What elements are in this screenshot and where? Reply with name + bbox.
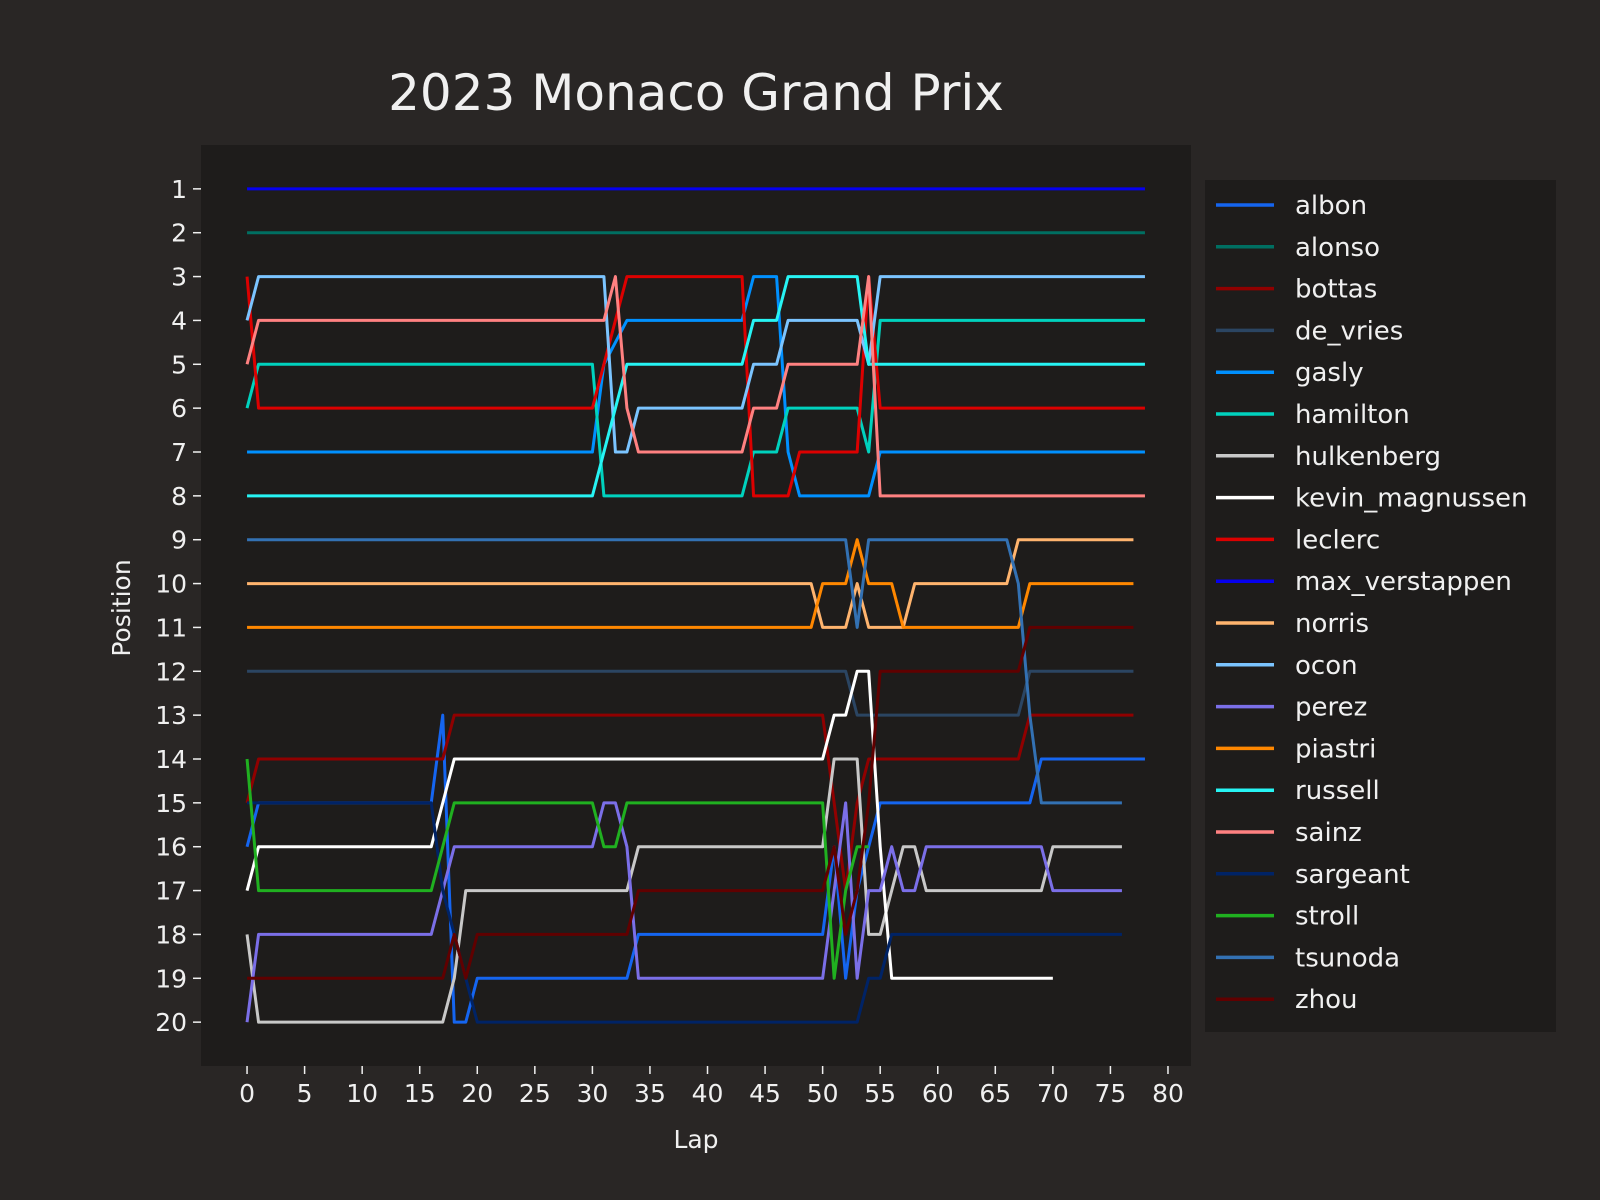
x-tick-label: 50: [807, 1079, 839, 1108]
y-tick-label: 14: [155, 745, 187, 774]
legend-label: gasly: [1295, 358, 1364, 388]
legend-label: norris: [1295, 609, 1369, 639]
series-line-zhou: [247, 625, 1134, 980]
legend-label: stroll: [1295, 902, 1359, 932]
y-tick-label: 13: [155, 701, 187, 730]
legend-label: sargeant: [1295, 860, 1410, 890]
legend-label: hulkenberg: [1295, 442, 1441, 472]
y-tick-label: 11: [155, 613, 187, 642]
y-tick-label: 4: [171, 306, 187, 335]
series-line-russell: [247, 275, 1145, 498]
legend-label: leclerc: [1295, 525, 1380, 555]
series-line-perez: [245, 801, 1122, 1023]
legend-label: zhou: [1295, 985, 1358, 1015]
x-tick-label: 75: [1095, 1079, 1127, 1108]
y-tick-label: 10: [155, 570, 187, 599]
series-line-hamilton: [245, 318, 1145, 498]
x-tick-label: 20: [461, 1079, 493, 1108]
plot-area: [201, 145, 1191, 1066]
y-tick-label: 9: [171, 526, 187, 555]
x-tick-label: 80: [1152, 1079, 1184, 1108]
series-line-albon: [245, 713, 1145, 1024]
y-tick-label: 2: [171, 219, 187, 248]
legend-label: sainz: [1295, 818, 1362, 848]
series-line-gasly: [247, 275, 1145, 498]
x-tick-label: 5: [297, 1079, 313, 1108]
x-tick-label: 0: [239, 1079, 255, 1108]
x-tick-label: 55: [864, 1079, 896, 1108]
series-line-kevin-magnussen: [245, 669, 1053, 980]
legend-label: alonso: [1295, 233, 1380, 263]
y-tick-label: 1: [171, 175, 187, 204]
y-tick-label: 19: [155, 964, 187, 993]
y-axis-label: Position: [107, 559, 136, 656]
legend-box: [1205, 180, 1556, 1032]
y-tick-label: 17: [155, 877, 187, 906]
y-tick-label: 18: [155, 920, 187, 949]
x-tick-label: 60: [922, 1079, 954, 1108]
legend-label: piastri: [1295, 734, 1376, 764]
legend-label: de_vries: [1295, 316, 1403, 346]
y-tick-label: 5: [171, 350, 187, 379]
y-tick-label: 16: [155, 833, 187, 862]
x-tick-label: 25: [519, 1079, 551, 1108]
series-line-tsunoda: [247, 538, 1122, 805]
legend-label: max_verstappen: [1295, 567, 1512, 597]
legend-label: bottas: [1295, 275, 1377, 305]
x-tick-label: 30: [576, 1079, 608, 1108]
series-line-hulkenberg: [245, 757, 1122, 1024]
x-axis-label: Lap: [673, 1125, 718, 1154]
legend-label: kevin_magnussen: [1295, 484, 1528, 514]
series-line-stroll: [245, 758, 869, 980]
series-line-sainz: [245, 275, 1145, 498]
legend-label: ocon: [1295, 651, 1358, 681]
legend-label: perez: [1295, 693, 1367, 723]
x-tick-label: 65: [979, 1079, 1011, 1108]
chart-title: 2023 Monaco Grand Prix: [388, 64, 1004, 122]
y-tick-label: 15: [155, 789, 187, 818]
x-tick-label: 70: [1037, 1079, 1069, 1108]
series-lines: [245, 187, 1145, 1024]
series-line-norris: [247, 538, 1134, 629]
x-tick-label: 10: [346, 1079, 378, 1108]
x-tick-label: 35: [634, 1079, 666, 1108]
y-tick-label: 7: [171, 438, 187, 467]
x-tick-label: 15: [404, 1079, 436, 1108]
y-tick-label: 6: [171, 394, 187, 423]
x-tick-label: 45: [749, 1079, 781, 1108]
legend-label: albon: [1295, 191, 1367, 221]
y-tick-label: 20: [155, 1008, 187, 1037]
y-tick-label: 12: [155, 657, 187, 686]
y-tick-label: 8: [171, 482, 187, 511]
x-axis: 0 5 10 15 20 25 30 35 40 45 50 55 60 65 70 75 80: [239, 1066, 1184, 1108]
legend-label: tsunoda: [1295, 943, 1400, 973]
y-tick-label: 3: [171, 263, 187, 292]
legend-label: hamilton: [1295, 400, 1410, 430]
series-line-de-vries: [247, 669, 1134, 717]
legend-label: russell: [1295, 776, 1380, 806]
x-tick-label: 40: [692, 1079, 724, 1108]
